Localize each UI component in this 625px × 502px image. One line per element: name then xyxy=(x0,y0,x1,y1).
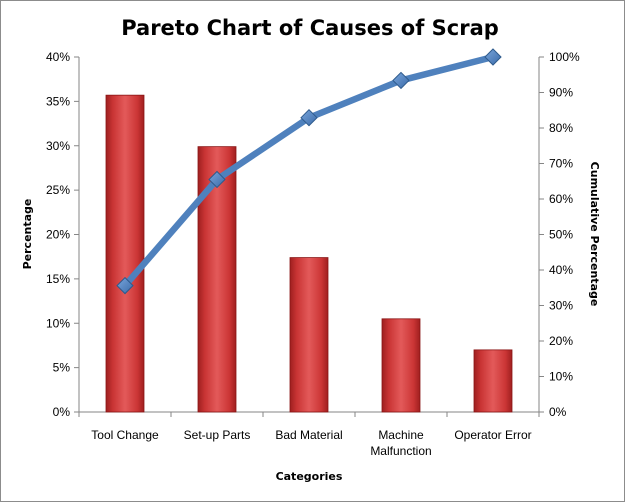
y-tick-label: 30% xyxy=(46,139,70,153)
x-category-label: Tool Change xyxy=(91,428,159,442)
bar xyxy=(289,257,329,413)
x-axis-title: Categories xyxy=(276,470,343,483)
bar xyxy=(381,318,421,413)
y2-axis-title: Cumulative Percentage xyxy=(588,162,601,307)
x-category-label: Malfunction xyxy=(370,444,431,458)
y-tick-label: 20% xyxy=(46,228,70,242)
y-tick-label: 40% xyxy=(46,50,70,64)
chart-title: Pareto Chart of Causes of Scrap xyxy=(121,16,499,40)
y-axis-title: Percentage xyxy=(21,199,34,270)
cumulative-line-series xyxy=(116,48,502,295)
tick-labels: 0% 5% 10% 15% 20% 25% 30% 35% 40% 0% 10% 20% 30% 40% 5… xyxy=(46,50,580,458)
y-tick-label: 25% xyxy=(46,183,70,197)
y2-tick-label: 60% xyxy=(549,192,573,206)
axes xyxy=(74,56,544,417)
y2-tick-label: 50% xyxy=(549,228,573,242)
y2-tick-label: 10% xyxy=(549,370,573,384)
y-tick-label: 15% xyxy=(46,272,70,286)
y-tick-label: 35% xyxy=(46,94,70,108)
cumulative-point xyxy=(208,170,226,189)
y2-tick-label: 20% xyxy=(549,334,573,348)
cumulative-line xyxy=(121,53,497,289)
bar xyxy=(473,349,513,413)
y2-tick-label: 0% xyxy=(549,405,567,419)
x-category-label: Bad Material xyxy=(275,428,342,442)
cumulative-point xyxy=(300,108,318,127)
bar xyxy=(105,94,145,413)
bar-series xyxy=(105,94,513,413)
y2-tick-label: 100% xyxy=(549,50,580,64)
x-category-label: Machine xyxy=(378,428,424,442)
y2-tick-label: 80% xyxy=(549,121,573,135)
y2-tick-label: 70% xyxy=(549,157,573,171)
cumulative-point xyxy=(116,276,134,295)
y-tick-label: 5% xyxy=(53,361,71,375)
y-tick-label: 0% xyxy=(53,405,71,419)
y-tick-label: 10% xyxy=(46,316,70,330)
y2-tick-label: 90% xyxy=(549,86,573,100)
x-category-label: Operator Error xyxy=(454,428,531,442)
y2-tick-label: 30% xyxy=(549,299,573,313)
y2-tick-label: 40% xyxy=(549,263,573,277)
cumulative-point xyxy=(484,48,502,66)
x-category-label: Set-up Parts xyxy=(184,428,251,442)
cumulative-point xyxy=(392,71,410,90)
